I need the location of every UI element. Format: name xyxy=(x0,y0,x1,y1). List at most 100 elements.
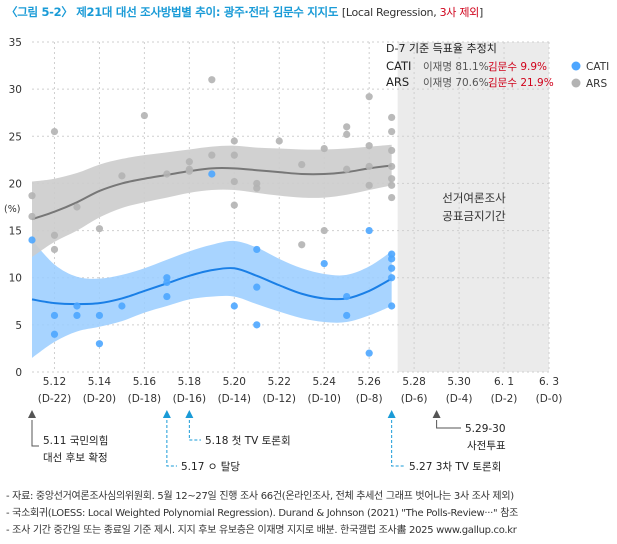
point-ars xyxy=(298,160,306,169)
point-ars xyxy=(50,245,59,254)
note-basis: - 조사 기간 중간일 또는 종료일 기준 제시. 지지 후보 유보층은 이재명… xyxy=(6,525,517,536)
point-ars xyxy=(28,192,36,200)
blackout-region xyxy=(397,42,549,372)
chart-notes: - 자료: 중앙선거여론조사심의위원회. 5월 12~27일 진행 조사 66건… xyxy=(6,488,518,539)
point-cati xyxy=(343,292,351,301)
point-ars xyxy=(365,181,373,189)
point-ars xyxy=(388,146,396,155)
event-marker-5-17 xyxy=(162,410,171,418)
y-tick-label: 0 xyxy=(15,367,22,379)
note-method: - 국소회귀(LOESS: Local Weighted Polynomial … xyxy=(6,508,519,519)
y-tick-label: 30 xyxy=(9,84,22,96)
point-ars xyxy=(208,76,216,84)
estimate-title: D-7 기준 득표율 추정치 xyxy=(386,42,497,55)
x-tick-dday: (D-12) xyxy=(263,393,296,405)
point-ars xyxy=(95,225,104,233)
point-cati xyxy=(118,302,126,310)
point-ars xyxy=(163,170,171,178)
x-tick-dday: (D-20) xyxy=(83,393,116,405)
point-cati xyxy=(253,321,261,329)
point-cati xyxy=(388,302,396,310)
x-tick-dday: (D-2) xyxy=(491,393,518,405)
legend-marker-cati xyxy=(571,61,581,71)
point-cati xyxy=(388,250,396,258)
point-cati xyxy=(365,226,373,235)
x-tick-dday: (D-4) xyxy=(446,393,473,405)
x-tick-dday: (D-6) xyxy=(401,393,428,405)
point-ars xyxy=(365,142,373,150)
x-tick-date: 5.30 xyxy=(447,376,470,388)
x-tick-date: 6. 1 xyxy=(494,376,514,388)
point-cati xyxy=(253,283,261,291)
event-label: 5.29-30 xyxy=(465,423,506,435)
x-tick-date: 6. 3 xyxy=(539,376,559,388)
point-cati xyxy=(388,264,396,272)
point-ars xyxy=(343,165,351,173)
point-ars xyxy=(208,151,216,159)
x-tick-dday: (D-18) xyxy=(128,393,161,405)
event-leader-5-11 xyxy=(31,420,39,447)
event-label: 사전투표 xyxy=(467,440,506,452)
point-ars xyxy=(253,179,261,188)
x-tick-date: 5.26 xyxy=(357,376,381,388)
point-ars xyxy=(388,127,396,136)
point-cati xyxy=(388,274,396,282)
point-ars xyxy=(275,137,283,145)
point-ars xyxy=(343,123,351,131)
point-ars xyxy=(298,241,306,249)
x-tick-dday: (D-16) xyxy=(173,393,206,405)
point-ars xyxy=(365,93,373,101)
trend-line-cati xyxy=(31,267,393,306)
point-cati xyxy=(343,311,351,320)
point-cati xyxy=(320,259,328,268)
chart-title-sub-close: ] xyxy=(478,6,483,19)
legend-marker-ars xyxy=(571,78,581,88)
point-ars xyxy=(185,158,193,166)
x-tick-date: 5.18 xyxy=(178,376,201,388)
y-tick-label: 25 xyxy=(9,131,22,143)
x-tick-dday: (D-14) xyxy=(218,393,251,405)
event-marker-5-11 xyxy=(28,410,36,418)
event-leader-5-27 xyxy=(391,420,405,467)
note-source: - 자료: 중앙선거여론조사심의위원회. 5월 12~27일 진행 조사 66건… xyxy=(6,491,514,502)
x-tick-dday: (D-10) xyxy=(307,393,340,405)
point-ars xyxy=(73,203,81,211)
chart-title-sub: [Local Regression, 3사 제외] xyxy=(342,6,483,19)
x-tick-dday: (D-22) xyxy=(38,393,71,405)
point-cati xyxy=(230,302,238,310)
point-ars xyxy=(343,130,351,138)
point-ars xyxy=(50,231,59,239)
point-cati xyxy=(163,292,171,301)
point-ars xyxy=(230,137,238,145)
point-cati xyxy=(208,170,216,178)
y-tick-label: 10 xyxy=(9,273,22,285)
band-ars xyxy=(32,144,392,257)
point-ars xyxy=(365,162,373,171)
point-ars xyxy=(320,226,328,235)
y-tick-label: 15 xyxy=(9,226,22,238)
x-tick-date: 5.12 xyxy=(43,376,66,388)
legend-label-cati: CATI xyxy=(586,61,609,73)
point-ars xyxy=(230,201,238,209)
estimate-kim: 김문수 9.9% xyxy=(488,61,547,73)
point-ars xyxy=(388,113,396,122)
point-ars xyxy=(320,144,328,153)
x-tick-date: 5.20 xyxy=(223,376,246,388)
y-tick-label: 35 xyxy=(9,37,22,49)
point-cati xyxy=(50,330,59,338)
event-marker-5-27 xyxy=(387,410,396,418)
point-cati xyxy=(95,311,104,320)
point-ars xyxy=(230,177,238,186)
event-label: 5.27 3차 TV 토론회 xyxy=(409,461,501,473)
event-marker-5-29 xyxy=(432,410,441,418)
event-marker-5-18 xyxy=(185,410,194,418)
point-ars xyxy=(388,193,396,202)
point-ars xyxy=(388,181,396,189)
y-tick-label: 5 xyxy=(15,320,22,332)
blackout-label: 선거여론조사 xyxy=(442,191,506,205)
estimate-lee: 이재명 70.6%, xyxy=(423,77,492,89)
estimate-method: ARS xyxy=(386,75,409,89)
estimate-lee: 이재명 81.1%, xyxy=(423,61,492,73)
trend-line-ars xyxy=(31,164,392,221)
point-cati xyxy=(28,236,36,244)
